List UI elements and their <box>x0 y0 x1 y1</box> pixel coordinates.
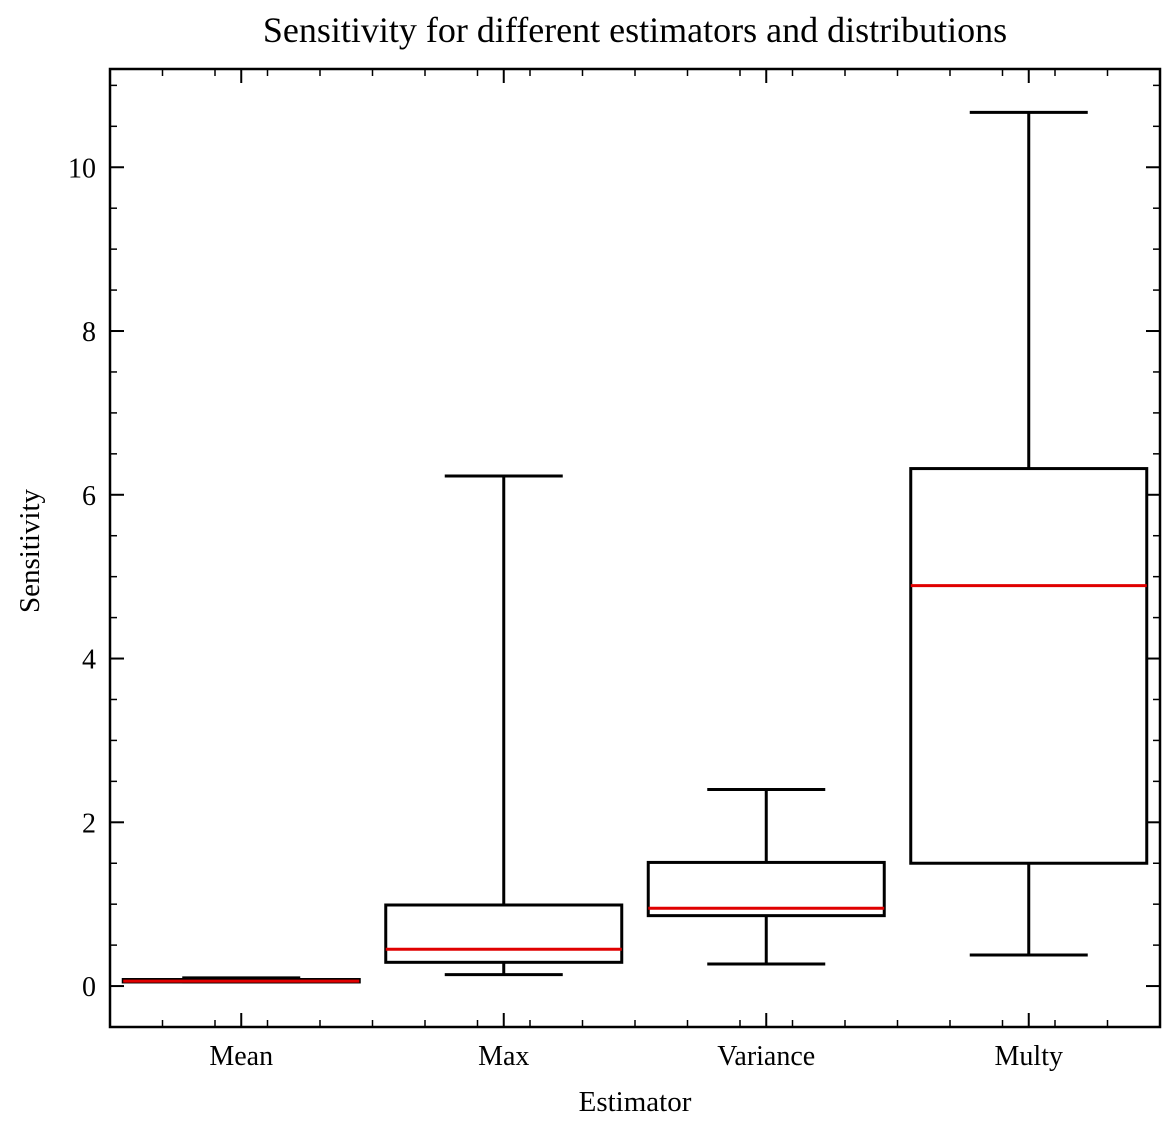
chart-title: Sensitivity for different estimators and… <box>263 10 1007 50</box>
plot-frame <box>108 67 1162 1029</box>
x-tick-label-max: Max <box>478 1041 529 1072</box>
y-tick-label: 8 <box>82 317 96 348</box>
y-tick-label: 2 <box>82 808 96 839</box>
y-axis-label: Sensitivity <box>14 488 46 613</box>
x-tick-label-multy: Multy <box>995 1041 1063 1072</box>
box-multy <box>909 467 1149 865</box>
y-tick-label: 4 <box>82 645 96 676</box>
plot-area: 0 2 4 6 8 10 Mean Max Variance Multy <box>68 69 1161 1072</box>
box-variance <box>646 860 886 918</box>
box-max <box>384 903 624 964</box>
y-tick-label: 6 <box>82 481 96 512</box>
y-tick-label: 10 <box>68 153 96 184</box>
y-tick-label: 0 <box>82 972 96 1003</box>
x-tick-label-variance: Variance <box>717 1041 815 1072</box>
x-tick-label-mean: Mean <box>209 1041 273 1072</box>
x-axis-label: Estimator <box>579 1086 692 1118</box>
